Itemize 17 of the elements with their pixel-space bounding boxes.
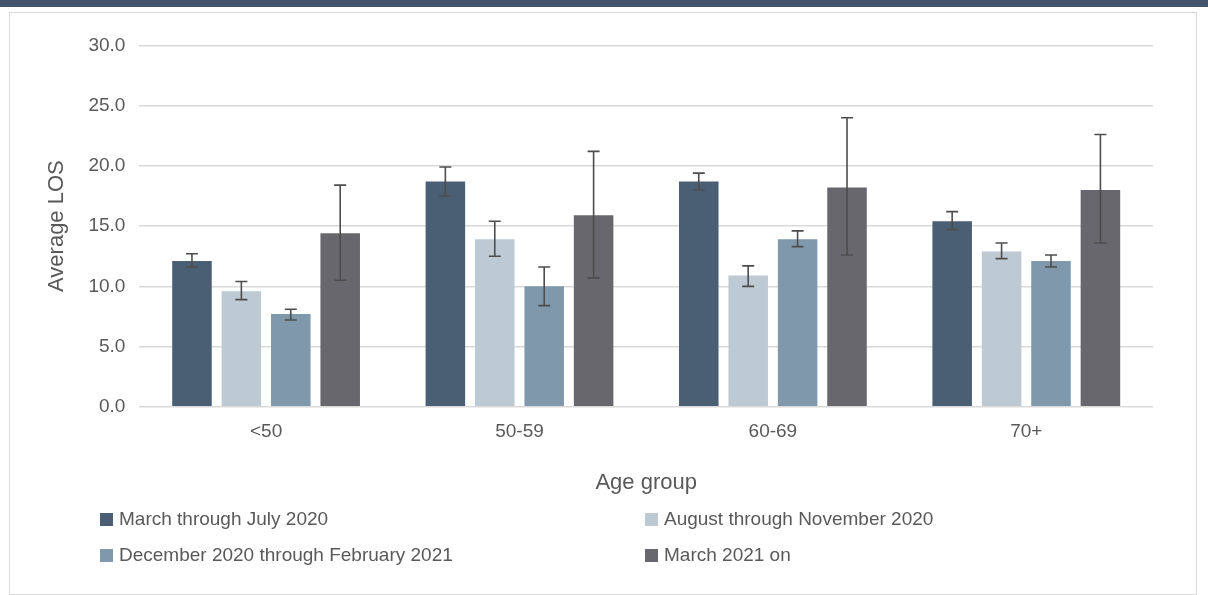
y-tick-label: 5.0 [98,334,126,356]
x-axis-title: Age group [595,468,697,494]
y-tick-label: 20.0 [88,154,126,176]
legend-label: March 2021 on [664,544,791,566]
y-tick-label: 0.0 [98,395,126,417]
y-tick-label: 25.0 [88,93,126,115]
y-tick-label: 10.0 [88,274,126,296]
x-tick-label: 60-69 [748,420,798,442]
y-tick-label: 15.0 [88,214,126,236]
y-axis-title: Average LOS [43,160,69,292]
legend-label: December 2020 through February 2021 [119,544,453,566]
x-tick-label: <50 [249,420,283,442]
legend-label: March through July 2020 [119,508,329,530]
x-tick-label: 50-59 [495,420,544,442]
y-tick-label: 30.0 [88,33,126,55]
x-tick-label: 70+ [1010,420,1043,442]
legend-label: August through November 2020 [664,508,934,530]
